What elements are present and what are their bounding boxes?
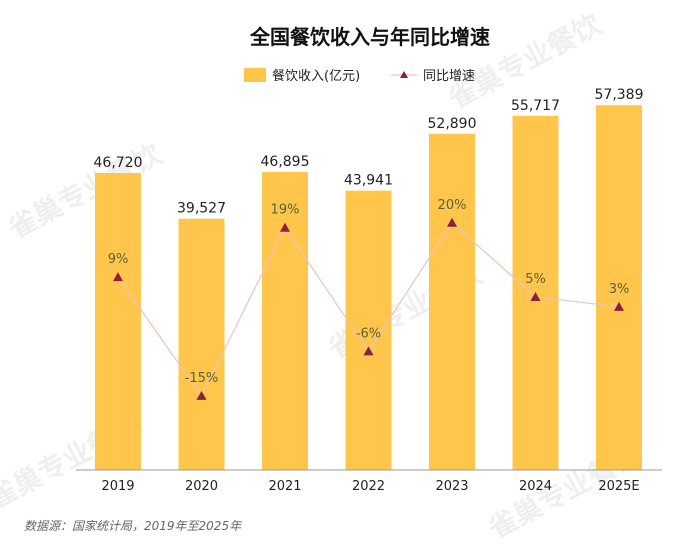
- x-tick-label: 2020: [185, 479, 218, 494]
- growth-value-label: -15%: [185, 371, 219, 386]
- growth-marker: [113, 272, 123, 282]
- bar: [596, 105, 642, 471]
- bar: [262, 171, 308, 471]
- legend-label-bar: 餐饮收入(亿元): [272, 68, 360, 84]
- bar-value-label: 39,527: [177, 201, 226, 217]
- growth-value-label: -6%: [356, 326, 381, 341]
- growth-value-label: 20%: [438, 198, 467, 213]
- source-note: 数据源：国家统计局，2019年至2025年: [24, 519, 243, 533]
- growth-value-label: 5%: [525, 272, 546, 287]
- growth-marker: [196, 390, 207, 400]
- growth-marker: [530, 291, 541, 301]
- growth-value-label: 9%: [108, 252, 129, 267]
- bar-value-label: 46,895: [261, 154, 310, 170]
- legend-label-line: 同比增速: [423, 69, 475, 84]
- bar: [95, 172, 141, 470]
- bar: [178, 218, 225, 470]
- bar: [429, 133, 475, 470]
- bar-value-label: 52,890: [428, 116, 477, 132]
- bar-value-label: 57,389: [595, 87, 644, 103]
- x-tick-label: 2025E: [598, 479, 639, 494]
- legend-marker-icon: [400, 71, 408, 78]
- chart-title: 全国餐饮收入与年同比增速: [249, 25, 490, 49]
- bar-value-label: 43,941: [344, 173, 393, 189]
- growth-value-label: 3%: [609, 282, 630, 297]
- x-tick-label: 2024: [519, 479, 552, 494]
- growth-value-label: 19%: [271, 203, 300, 218]
- x-tick-label: 2023: [435, 479, 468, 494]
- x-tick-label: 2022: [352, 479, 385, 494]
- bar: [345, 190, 392, 471]
- bar-value-label: 55,717: [511, 98, 560, 114]
- x-tick-label: 2019: [101, 479, 134, 494]
- growth-marker: [614, 301, 624, 311]
- growth-marker: [447, 217, 457, 227]
- bar-value-label: 46,720: [94, 155, 143, 171]
- legend-swatch-bar: [244, 68, 266, 82]
- growth-marker: [280, 222, 290, 232]
- x-tick-label: 2021: [268, 479, 301, 494]
- growth-marker: [363, 346, 374, 356]
